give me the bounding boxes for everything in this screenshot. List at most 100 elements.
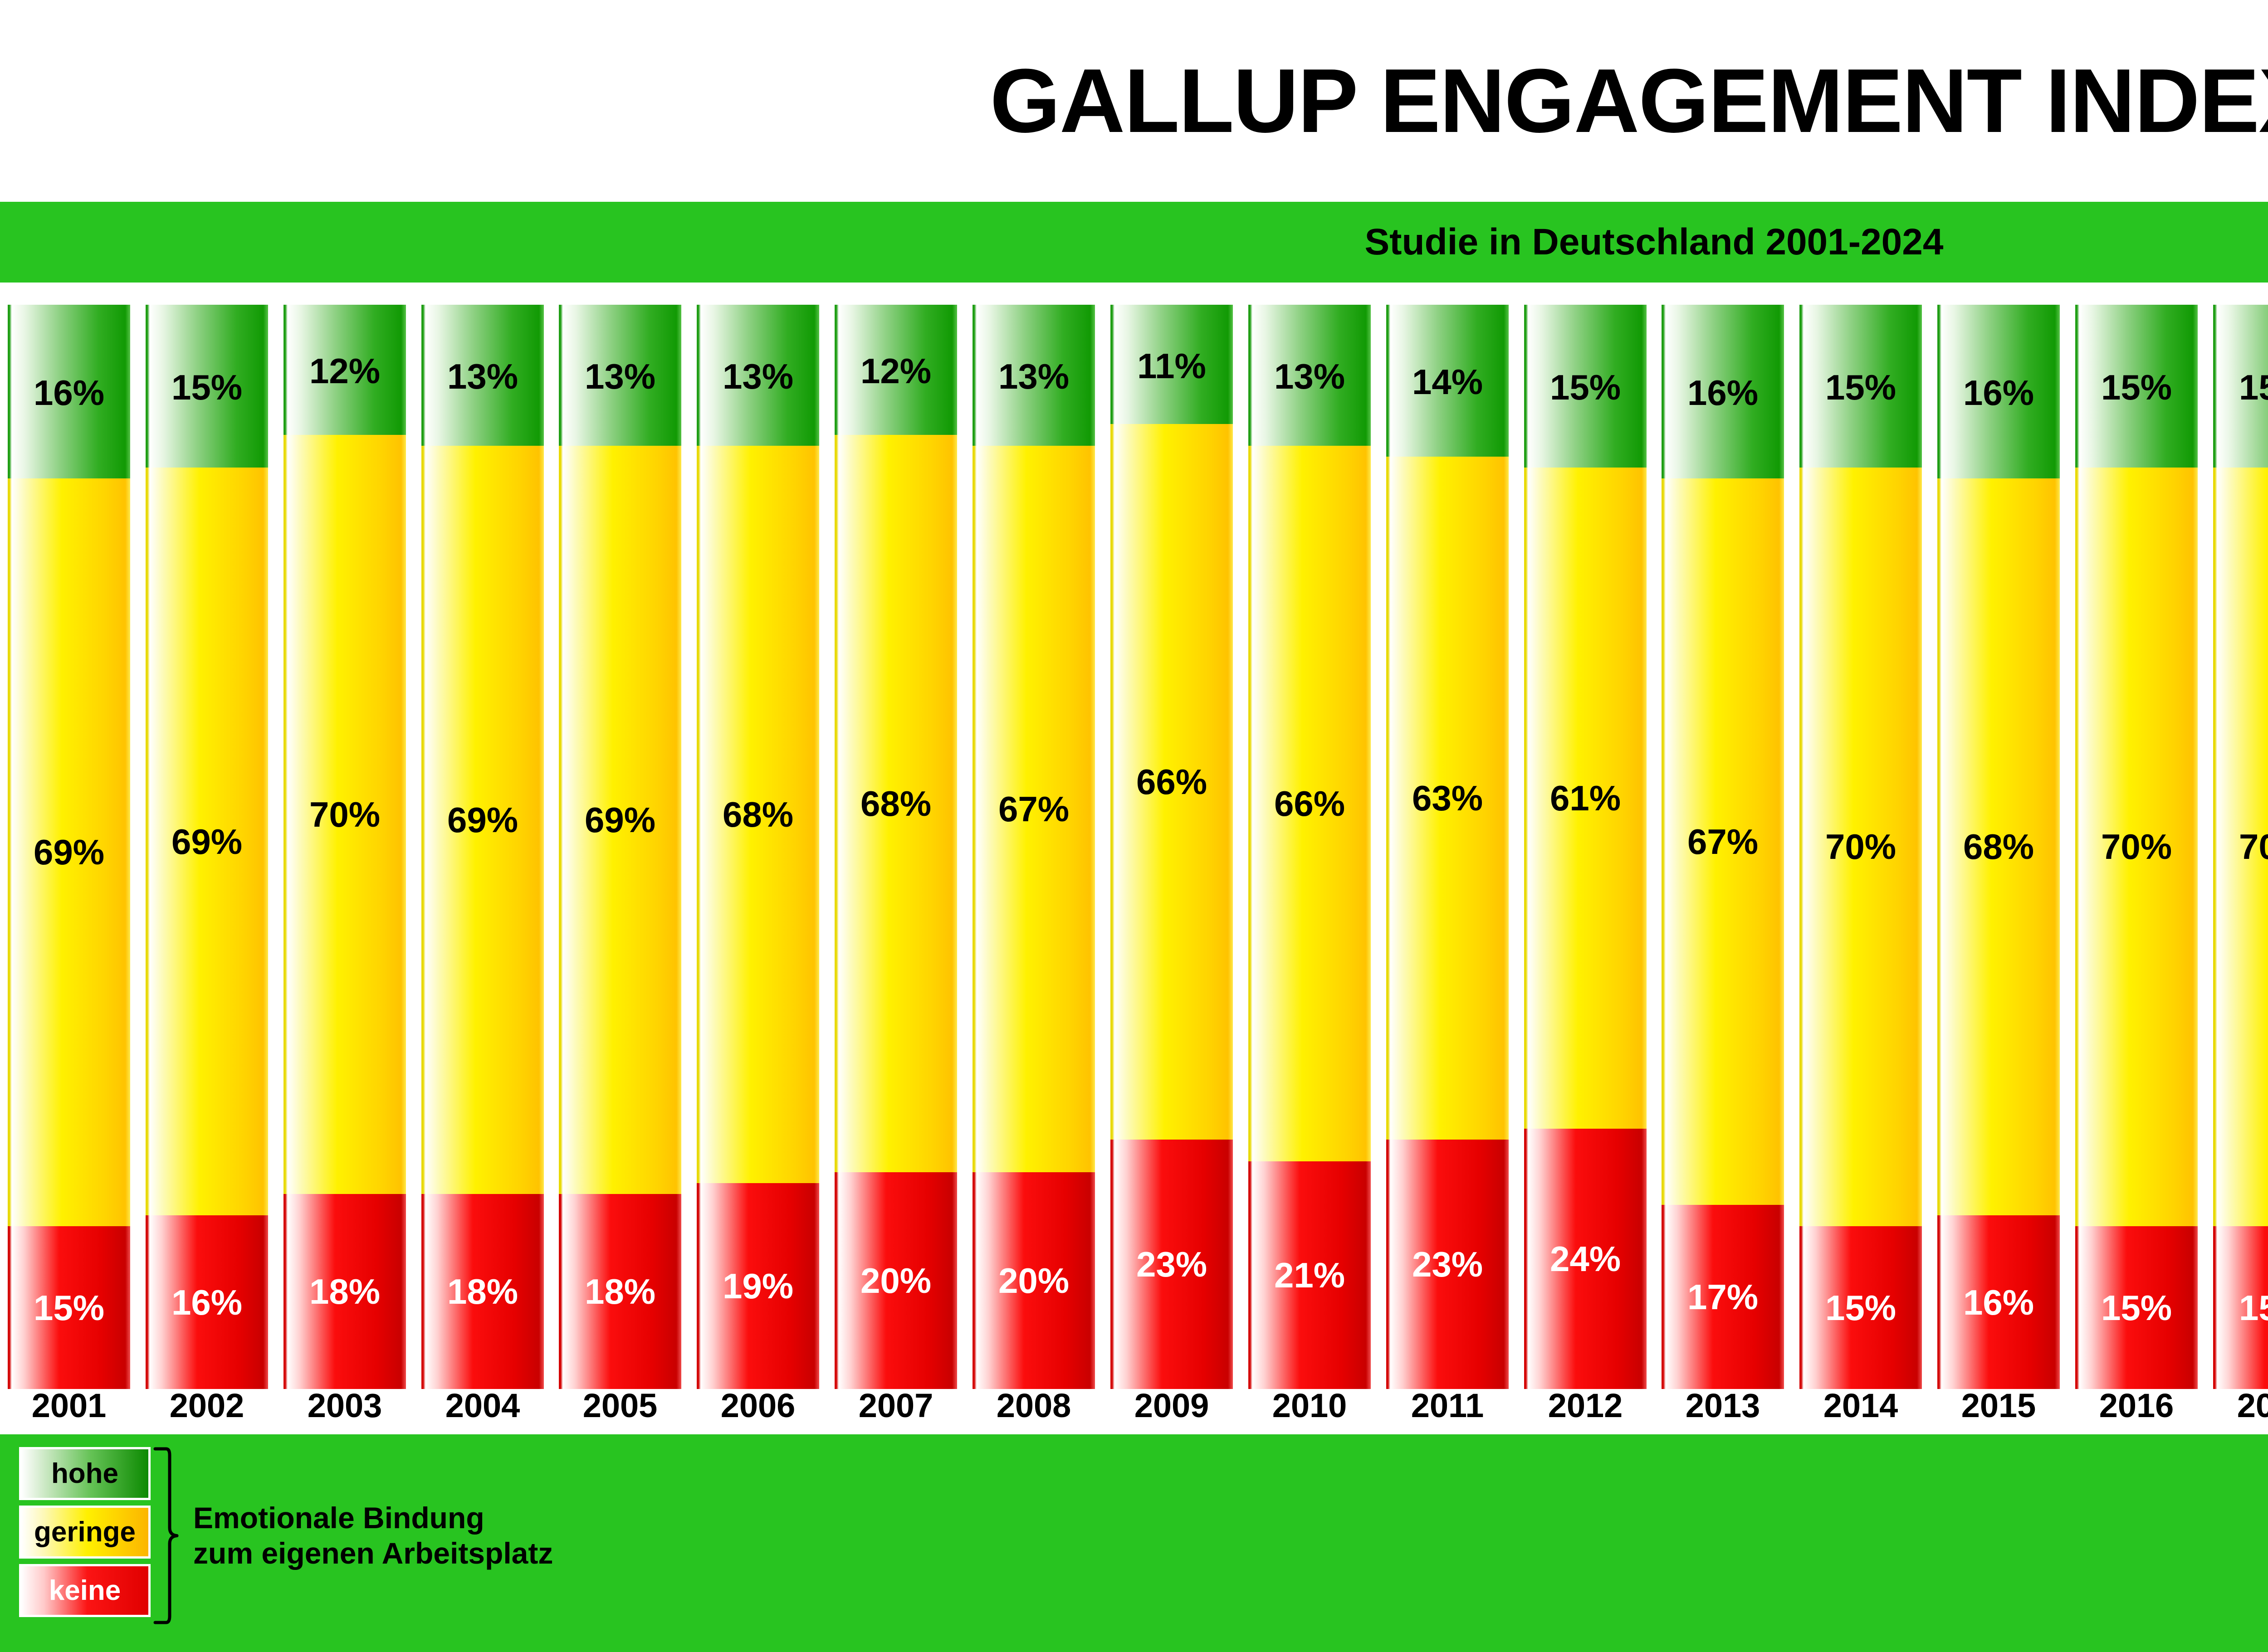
bar-column-2010[interactable]: 13% 66% 21%: [1248, 305, 1371, 1389]
bar-column-2009[interactable]: 11% 66% 23%: [1110, 305, 1233, 1389]
legend-item-geringe: geringe: [19, 1506, 151, 1559]
title-bar: GALLUP ENGAGEMENT INDEX: [0, 0, 2268, 202]
bar-column-2017[interactable]: 15% 70% 15%: [2213, 305, 2268, 1389]
chart-plot-area: 16% 69% 15% 15% 69% 16% 12% 70% 18% 13% 69% 18% 13% 6…: [0, 283, 2268, 1389]
bar-column-2006[interactable]: 13% 68% 19%: [697, 305, 819, 1389]
x-tick-label-2004: 2004: [445, 1387, 520, 1424]
bar-column-2015[interactable]: 16% 68% 16%: [1937, 305, 2060, 1389]
bar-segment-geringe-2002: 69%: [146, 467, 268, 1216]
bar-value-label: 69%: [584, 799, 656, 840]
bar-segment-geringe-2007: 68%: [835, 434, 957, 1172]
bar-segment-keine-2011: 23%: [1386, 1140, 1509, 1389]
x-tick-label-2012: 2012: [1548, 1387, 1623, 1424]
bar-segment-geringe-2005: 69%: [559, 445, 681, 1194]
x-tick-label-2006: 2006: [720, 1387, 796, 1424]
bar-segment-geringe-2001: 69%: [8, 478, 130, 1227]
bar-segment-geringe-2017: 70%: [2213, 467, 2268, 1227]
bar-column-2012[interactable]: 15% 61% 24%: [1524, 305, 1647, 1389]
bar-value-label: 16%: [33, 373, 105, 413]
bar-value-label: 15%: [2101, 367, 2172, 408]
bar-segment-keine-2017: 15%: [2213, 1226, 2268, 1389]
bar-column-2007[interactable]: 12% 68% 20%: [835, 305, 957, 1389]
bar-column-2014[interactable]: 15% 70% 15%: [1799, 305, 1922, 1389]
legend-label-hohe: hohe: [51, 1457, 119, 1489]
bar-value-label: 15%: [33, 1287, 105, 1328]
bar-column-2005[interactable]: 13% 69% 18%: [559, 305, 681, 1389]
bar-value-label: 68%: [1963, 827, 2034, 867]
bar-column-2001[interactable]: 16% 69% 15%: [8, 305, 130, 1389]
bar-column-2011[interactable]: 14% 63% 23%: [1386, 305, 1509, 1389]
bar-value-label: 70%: [2239, 827, 2268, 867]
bar-segment-geringe-2003: 70%: [284, 434, 406, 1194]
bar-value-label: 12%: [309, 351, 381, 391]
x-tick-label-2005: 2005: [582, 1387, 658, 1424]
x-tick-label-2008: 2008: [996, 1387, 1071, 1424]
x-axis-year-labels: 2001 2002 2003 2004 2005 2006 2007 2008 2009 2010…: [0, 1389, 2268, 1434]
bar-value-label: 16%: [1963, 1282, 2034, 1322]
bar-segment-keine-2007: 20%: [835, 1172, 957, 1389]
bar-segment-geringe-2014: 70%: [1799, 467, 1922, 1227]
bar-column-2013[interactable]: 16% 67% 17%: [1662, 305, 1784, 1389]
bar-segment-hohe-2009: 11%: [1110, 305, 1233, 424]
bar-segment-hohe-2014: 15%: [1799, 305, 1922, 468]
bar-value-label: 12%: [860, 351, 932, 391]
bar-value-label: 15%: [171, 367, 243, 408]
bar-value-label: 23%: [1412, 1244, 1483, 1285]
bar-value-label: 70%: [309, 794, 381, 834]
bar-value-label: 13%: [722, 356, 794, 397]
x-tick-label-2010: 2010: [1272, 1387, 1347, 1424]
bar-value-label: 70%: [1825, 827, 1897, 867]
x-tick-label-2013: 2013: [1685, 1387, 1760, 1424]
legend-caption-line2: zum eigenen Arbeitsplatz: [193, 1536, 553, 1570]
bar-value-label: 16%: [1687, 373, 1759, 413]
bar-segment-hohe-2011: 14%: [1386, 305, 1509, 457]
bar-segment-hohe-2016: 15%: [2075, 305, 2198, 468]
bar-value-label: 15%: [1549, 367, 1621, 408]
bar-value-label: 67%: [998, 789, 1070, 829]
bar-segment-keine-2002: 16%: [146, 1215, 268, 1389]
bar-value-label: 15%: [1825, 367, 1897, 408]
bar-column-2002[interactable]: 15% 69% 16%: [146, 305, 268, 1389]
bar-value-label: 15%: [1825, 1287, 1897, 1328]
bar-column-2004[interactable]: 13% 69% 18%: [421, 305, 544, 1389]
bar-segment-geringe-2013: 67%: [1662, 478, 1784, 1205]
bar-segment-geringe-2010: 66%: [1248, 445, 1371, 1161]
legend-swatch-list: hohe geringe keine: [19, 1447, 151, 1617]
bar-segment-hohe-2006: 13%: [697, 305, 819, 446]
bar-segment-keine-2005: 18%: [559, 1194, 681, 1389]
bar-value-label: 66%: [1274, 783, 1345, 824]
bar-segment-geringe-2012: 61%: [1524, 467, 1647, 1129]
bar-segment-keine-2010: 21%: [1248, 1161, 1371, 1389]
bar-segment-hohe-2001: 16%: [8, 305, 130, 478]
bar-segment-hohe-2010: 13%: [1248, 305, 1371, 446]
bar-value-label: 16%: [1963, 373, 2034, 413]
legend-label-geringe: geringe: [34, 1516, 136, 1548]
bar-column-2003[interactable]: 12% 70% 18%: [284, 305, 406, 1389]
chart-subtitle: Studie in Deutschland 2001-2024: [1364, 221, 1944, 263]
bar-segment-keine-2008: 20%: [973, 1172, 1095, 1389]
x-tick-label-2007: 2007: [858, 1387, 934, 1424]
bar-segment-hohe-2007: 12%: [835, 305, 957, 435]
bar-value-label: 23%: [1136, 1244, 1207, 1284]
bar-value-label: 15%: [2239, 1287, 2268, 1328]
bar-segment-geringe-2015: 68%: [1937, 478, 2060, 1216]
x-tick-label-2009: 2009: [1134, 1387, 1209, 1424]
bar-value-label: 13%: [584, 356, 656, 397]
bar-segment-keine-2003: 18%: [284, 1194, 406, 1389]
bar-column-2016[interactable]: 15% 70% 15%: [2075, 305, 2198, 1389]
bar-segment-hohe-2004: 13%: [421, 305, 544, 446]
x-tick-label-2015: 2015: [1961, 1387, 2036, 1424]
footer-band: hohe geringe keine Emotionale Bindung zu…: [0, 1434, 2268, 1652]
x-tick-label-2011: 2011: [1411, 1387, 1484, 1424]
bar-segment-hohe-2008: 13%: [973, 305, 1095, 446]
bar-segment-hohe-2003: 12%: [284, 305, 406, 435]
bar-value-label: 69%: [447, 799, 518, 840]
bar-column-2008[interactable]: 13% 67% 20%: [973, 305, 1095, 1389]
bar-segment-keine-2013: 17%: [1662, 1204, 1784, 1389]
curly-brace-icon: [153, 1447, 179, 1624]
bar-value-label: 70%: [2101, 827, 2172, 867]
bar-value-label: 66%: [1136, 762, 1207, 802]
bar-value-label: 13%: [1274, 356, 1345, 397]
legend-item-keine: keine: [19, 1564, 151, 1617]
bar-segment-keine-2012: 24%: [1524, 1129, 1647, 1389]
